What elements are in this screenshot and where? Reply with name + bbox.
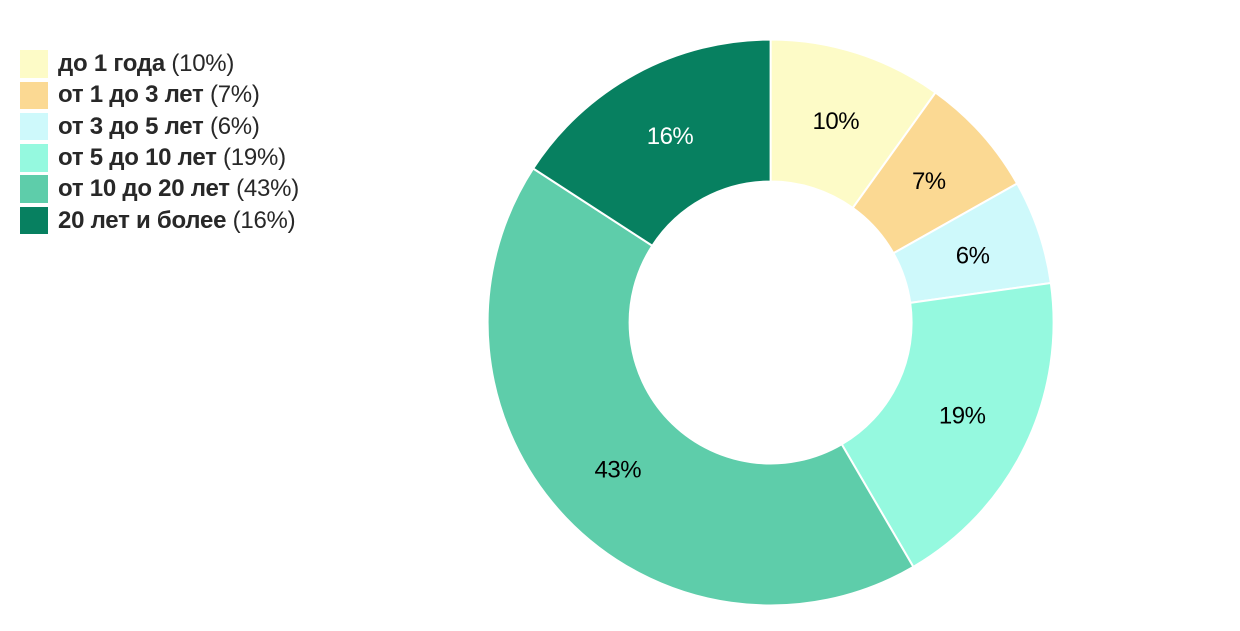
svg-text:16%: 16% bbox=[647, 123, 694, 150]
svg-text:10%: 10% bbox=[813, 108, 860, 135]
svg-text:19%: 19% bbox=[939, 402, 986, 429]
svg-text:6%: 6% bbox=[956, 243, 990, 270]
svg-text:43%: 43% bbox=[595, 457, 642, 484]
svg-text:7%: 7% bbox=[912, 168, 946, 195]
